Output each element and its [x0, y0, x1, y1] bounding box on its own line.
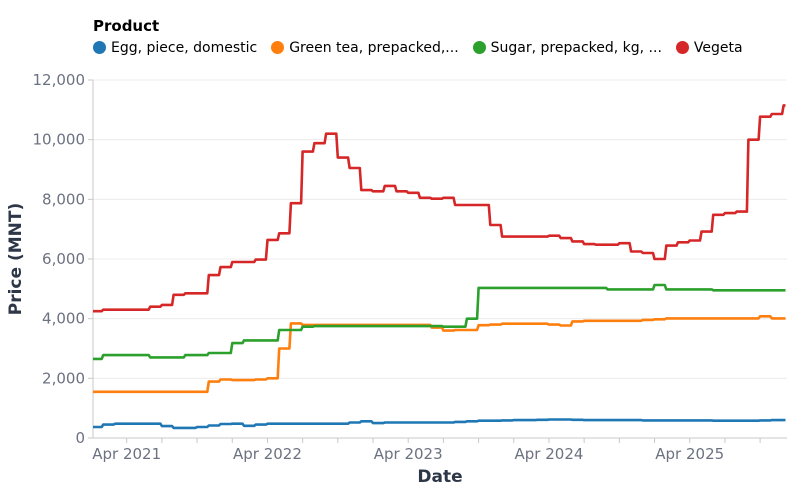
y-axis: 0 2,000 4,000 6,000 8,000 10,000 12,000: [33, 71, 94, 447]
x-axis-title: Date: [417, 467, 462, 487]
series-line: [93, 418, 786, 430]
y-tick-label: 0: [75, 429, 85, 447]
legend-items: Egg, piece, domestic Green tea, prepacked…: [93, 39, 800, 58]
y-tick-label: 6,000: [42, 250, 85, 268]
legend-swatch: [93, 41, 106, 54]
y-tick-label: 4,000: [42, 310, 85, 328]
series-lines: [93, 104, 786, 430]
y-tick-label: 8,000: [42, 190, 85, 208]
x-tick-label: Apr 2025: [655, 445, 724, 463]
legend-item[interactable]: Sugar, prepacked, kg, ...: [472, 39, 662, 56]
legend-title: Product: [93, 17, 160, 35]
y-tick-label: 10,000: [33, 131, 86, 149]
y-tick-label: 12,000: [33, 71, 86, 89]
legend-label: Egg, piece, domestic: [111, 39, 258, 56]
gridlines: [93, 79, 787, 379]
legend-item[interactable]: Vegeta: [675, 39, 743, 56]
legend-item[interactable]: Green tea, prepacked,...: [271, 39, 459, 56]
legend-label: Sugar, prepacked, kg, ...: [490, 39, 662, 56]
x-axis: Apr 2021 Apr 2022 Apr 2023 Apr 2024 Apr 2025: [92, 437, 787, 463]
legend-item[interactable]: Egg, piece, domestic: [93, 40, 257, 56]
legend-swatch: [472, 41, 486, 54]
series-line: [93, 283, 786, 361]
x-tick-label: Apr 2022: [233, 445, 302, 463]
x-tick-label: Apr 2023: [374, 445, 443, 463]
legend-label: Vegeta: [693, 39, 743, 56]
x-tick-label: Apr 2021: [92, 445, 161, 463]
legend-swatch: [271, 41, 285, 54]
legend-label: Green tea, prepacked,...: [289, 39, 459, 56]
y-axis-title: Price (MNT): [6, 203, 26, 315]
x-tick-label: Apr 2024: [515, 445, 584, 463]
y-tick-label: 2,000: [42, 369, 85, 387]
legend-swatch: [675, 41, 689, 54]
series-line: [93, 315, 786, 394]
series-line: [93, 104, 786, 313]
legend: Product Egg, piece, domestic Green tea, p…: [93, 17, 800, 58]
